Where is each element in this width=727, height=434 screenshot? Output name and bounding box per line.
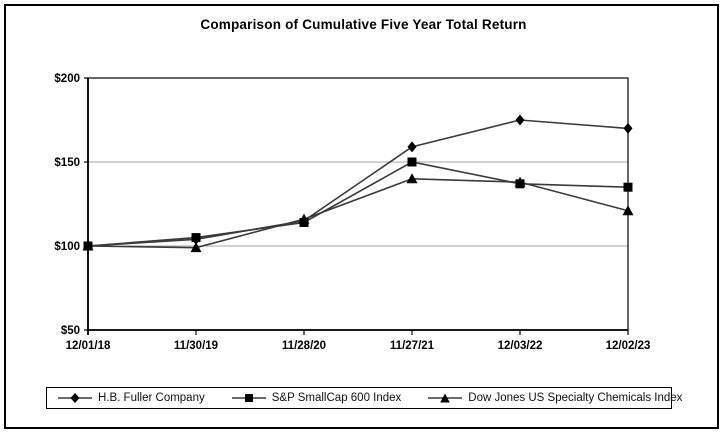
data-point-h-b-fuller-company-12-02-23: [623, 122, 633, 134]
legend-label: H.B. Fuller Company: [98, 392, 205, 404]
plot-border: [87, 77, 629, 331]
data-point-s-p-smallcap-600-index-12-03-22: [515, 179, 525, 189]
legend-item-s-p-smallcap-600-index: S&P SmallCap 600 Index: [231, 392, 402, 404]
x-axis-label-12-03-22: 12/03/22: [498, 340, 543, 352]
x-axis-label-11-28-20: 11/28/20: [282, 340, 326, 352]
data-point-h-b-fuller-company-11-27-21: [407, 141, 417, 153]
triangle-marker-icon: [428, 393, 463, 403]
legend: H.B. Fuller Company S&P SmallCap 600 Inde…: [46, 387, 682, 409]
series-line-h-b-fuller-company: [87, 119, 629, 247]
chart-title: Comparison of Cumulative Five Year Total…: [200, 17, 527, 32]
y-axis-label-50: $50: [61, 325, 80, 337]
y-axis-label-150: $150: [54, 157, 80, 169]
y-axis-label-100: $100: [54, 241, 80, 253]
legend-item-dow-jones-us-specialty-chemicals-index: Dow Jones US Specialty Chemicals Index: [428, 392, 682, 404]
x-axis-label-12-01-18: 12/01/18: [66, 340, 111, 352]
data-point-dow-jones-us-specialty-chemicals-index-12-02-23: [622, 205, 634, 216]
series-line-dow-jones-us-specialty-chemicals-index: [87, 177, 629, 249]
data-point-s-p-smallcap-600-index-11-30-19: [191, 233, 201, 243]
data-point-dow-jones-us-specialty-chemicals-index-11-27-21: [406, 173, 418, 184]
x-axis-label-12-02-23: 12/02/23: [606, 340, 651, 352]
data-point-s-p-smallcap-600-index-12-02-23: [623, 182, 633, 192]
data-point-dow-jones-us-specialty-chemicals-index-11-30-19: [190, 242, 202, 253]
square-marker-icon: [231, 394, 266, 402]
data-point-s-p-smallcap-600-index-12-01-18: [83, 241, 93, 251]
legend-label: Dow Jones US Specialty Chemicals Index: [468, 392, 683, 404]
legend-item-h-b-fuller-company: H.B. Fuller Company: [58, 392, 205, 404]
diamond-marker-icon: [58, 393, 92, 403]
series-line-s-p-smallcap-600-index: [87, 161, 629, 247]
data-point-s-p-smallcap-600-index-11-28-20: [299, 217, 309, 227]
legend-label: S&P SmallCap 600 Index: [271, 392, 402, 404]
data-point-s-p-smallcap-600-index-11-27-21: [407, 157, 417, 167]
x-axis-label-11-27-21: 11/27/21: [390, 340, 435, 352]
x-axis-label-11-30-19: 11/30/19: [174, 340, 218, 352]
y-axis-label-200: $200: [54, 73, 80, 85]
data-point-h-b-fuller-company-12-03-22: [515, 114, 525, 126]
